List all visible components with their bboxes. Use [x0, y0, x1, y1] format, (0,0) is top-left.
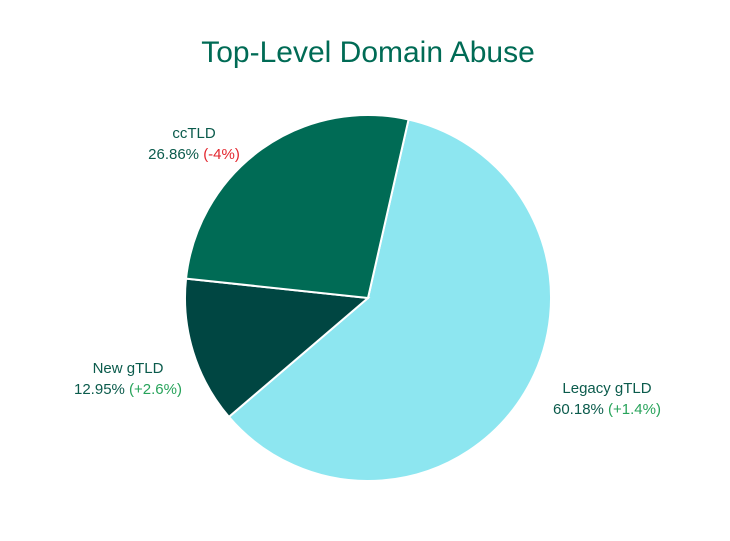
slice-label-name: New gTLD: [93, 360, 164, 377]
slice-label-value: 60.18% (+1.4%): [553, 401, 661, 418]
slice-label-value: 26.86% (-4%): [148, 146, 240, 163]
slice-value-text: 12.95%: [74, 381, 129, 398]
slice-change-text: (+1.4%): [608, 401, 661, 418]
chart-title: Top-Level Domain Abuse: [201, 36, 535, 69]
slice-value-text: 26.86%: [148, 146, 203, 163]
pie-slice-cctld: [184, 114, 410, 300]
pie-slice-legacy-gtld: [227, 118, 552, 482]
slice-label-name: Legacy gTLD: [562, 380, 651, 397]
slice-change-text: (-4%): [203, 146, 240, 163]
pie-slice-new-gtld: [184, 277, 371, 419]
slice-label-value: 12.95% (+2.6%): [74, 381, 182, 398]
slice-label-name: ccTLD: [172, 125, 216, 142]
slice-labels: Legacy gTLD 60.18% (+1.4%) New gTLD 12.95% …: [74, 125, 661, 418]
slice-value-text: 60.18%: [553, 401, 608, 418]
pie-slices: [184, 114, 552, 482]
slice-change-text: (+2.6%): [129, 381, 182, 398]
